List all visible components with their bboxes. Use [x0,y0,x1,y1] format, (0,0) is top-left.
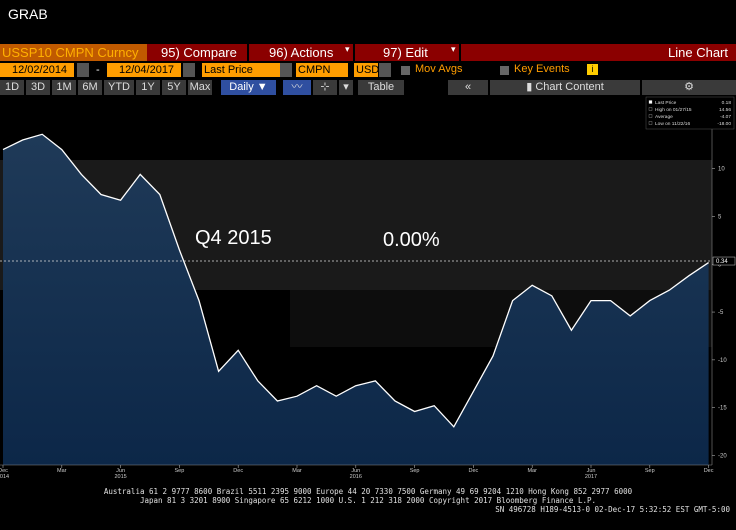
periodicity-label: Daily [229,81,254,93]
security[interactable]: USSP10 CMPN Curncy [0,44,147,61]
table-button[interactable]: Table [358,80,404,95]
crosshair-button[interactable]: ⊹ [313,80,337,95]
x-tick-label: Dec [469,468,479,474]
year-label: 2015 [114,474,126,480]
x-tick-label: Jun [351,468,360,474]
legend-value: -4.07 [720,114,731,120]
line [2,133,709,428]
field-select[interactable]: Last Price [202,63,280,77]
range-button[interactable]: 1Y [136,80,160,95]
line-style-button[interactable]: 〰 [283,80,311,95]
legend-label: Last Price [655,100,677,106]
collapse-button[interactable]: « [448,80,488,95]
y-tick-label: 10 [718,167,725,173]
dropdown-icon[interactable] [280,63,292,77]
legend-value: -18.00 [717,121,731,127]
y-tick-label: -15 [718,406,727,412]
actions-button[interactable]: 96) Actions [249,44,353,61]
x-tick-label: Jun [116,468,125,474]
x-tick-label: Jun [587,468,596,474]
settings-button[interactable]: ⚙ [642,80,736,95]
year-label: 2016 [350,474,362,480]
x-tick-label: Mar [527,468,537,474]
footer-line: SN 496728 H189-4513-0 02-Dec-17 5:32:52 … [495,505,730,514]
range-button[interactable]: 5Y [162,80,186,95]
footer-line: Japan 81 3 3201 8900 Singapore 65 6212 1… [139,496,597,505]
range-button[interactable]: 1D [0,80,24,95]
dropdown-icon[interactable] [379,63,391,77]
dropdown-arrow: ▾ [345,44,350,54]
mov-avgs[interactable]: Mov Avgs [415,63,463,75]
range-button[interactable]: 6M [78,80,102,95]
x-tick-label: Dec [704,468,714,474]
x-tick-label: Sep [175,468,185,474]
range-button[interactable]: 1M [52,80,76,95]
chart-content-label: Chart Content [535,81,604,93]
legend-value: 0.18 [722,100,732,106]
range-button[interactable]: Max [188,80,212,95]
end-date[interactable]: 12/04/2017 [107,63,181,77]
x-tick-label: Sep [645,468,655,474]
y-tick-label: -10 [718,358,727,364]
x-tick-label: Mar [57,468,67,474]
chart-content-button[interactable]: ▮ Chart Content [490,80,640,95]
view-name: Line Chart [461,44,736,61]
annotation: Q4 2015 [195,227,272,249]
edit-button[interactable]: 97) Edit [355,44,459,61]
periodicity[interactable]: Daily ▼ [221,80,276,95]
range-button[interactable]: 3D [26,80,50,95]
footer-line: Australia 61 2 9777 8600 Brazil 5511 239… [103,487,633,496]
legend-swatch [648,107,653,111]
start-date[interactable]: 12/02/2014 [0,63,74,77]
screen-title: GRAB [8,6,48,22]
calendar-icon[interactable] [77,63,89,77]
legend-swatch [648,100,653,104]
legend-swatch [648,114,653,118]
y-tick-label: -20 [718,453,727,459]
range-bar: 1D 3D 1M 6M YTD 1Y 5Y Max [0,80,736,95]
currency[interactable]: USD [354,63,380,77]
current-value-box [712,256,736,266]
year-label: 2017 [585,474,597,480]
dropdown-button[interactable]: ▾ [339,80,353,95]
y-tick-label: -5 [718,310,724,316]
legend-box [645,96,735,130]
x-tick-label: Mar [292,468,302,474]
legend-label: Low on 11/22/16 [655,121,690,127]
checkbox[interactable] [401,66,410,75]
area [3,134,709,466]
date-separator: - [96,64,100,76]
footer: Australia 61 2 9777 8600 Brazil 5511 239… [0,487,736,514]
legend-swatch [648,121,653,125]
compare-button[interactable]: 95) Compare [147,44,247,61]
y-tick-label: 5 [718,214,722,220]
current-value-label: 0.34 [716,259,728,265]
checkbox[interactable] [500,66,509,75]
annotation: 0.00% [383,229,440,251]
x-tick-label: Dec [0,468,8,474]
legend-label: Average [655,114,673,120]
x-tick-label: Sep [410,468,420,474]
legend-value: 14.56 [719,107,731,113]
x-tick-label: Dec [233,468,243,474]
source[interactable]: CMPN [296,63,348,77]
legend-label: High on 01/27/15 [655,107,692,113]
key-events[interactable]: Key Events [514,63,570,75]
info-icon[interactable]: i [587,64,598,75]
calendar-icon[interactable] [183,63,195,77]
year-label: 2014 [0,474,9,480]
dropdown-arrow: ▾ [451,44,456,54]
chart: 151050-5-10-15-20DecMarJunSepDecMarJunSe… [0,96,736,480]
range-button[interactable]: YTD [104,80,134,95]
